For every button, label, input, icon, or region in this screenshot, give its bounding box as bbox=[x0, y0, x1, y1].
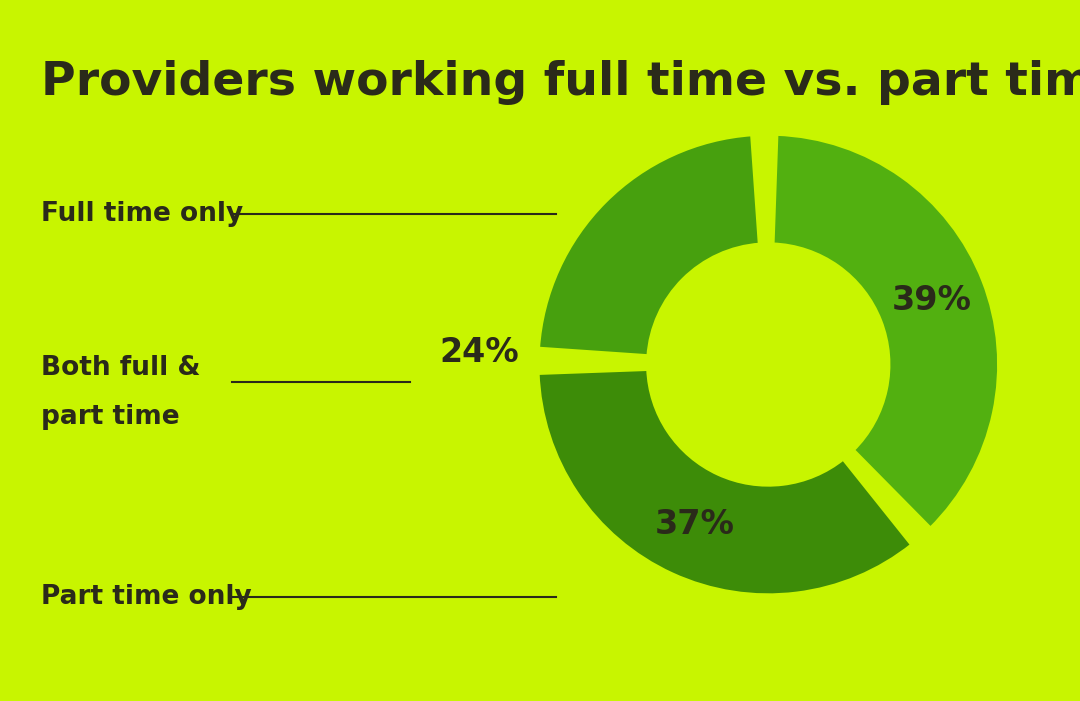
Text: Providers working full time vs. part time: Providers working full time vs. part tim… bbox=[41, 60, 1080, 104]
FancyBboxPatch shape bbox=[13, 13, 1067, 688]
Text: Both full &: Both full & bbox=[41, 355, 201, 381]
Text: part time: part time bbox=[41, 404, 179, 430]
Text: Full time only: Full time only bbox=[41, 200, 243, 227]
Text: Part time only: Part time only bbox=[41, 584, 252, 611]
Wedge shape bbox=[772, 134, 999, 529]
Wedge shape bbox=[538, 369, 913, 595]
Text: 37%: 37% bbox=[656, 508, 735, 540]
Text: 24%: 24% bbox=[440, 336, 519, 369]
Wedge shape bbox=[538, 134, 760, 356]
Text: 39%: 39% bbox=[892, 284, 972, 318]
